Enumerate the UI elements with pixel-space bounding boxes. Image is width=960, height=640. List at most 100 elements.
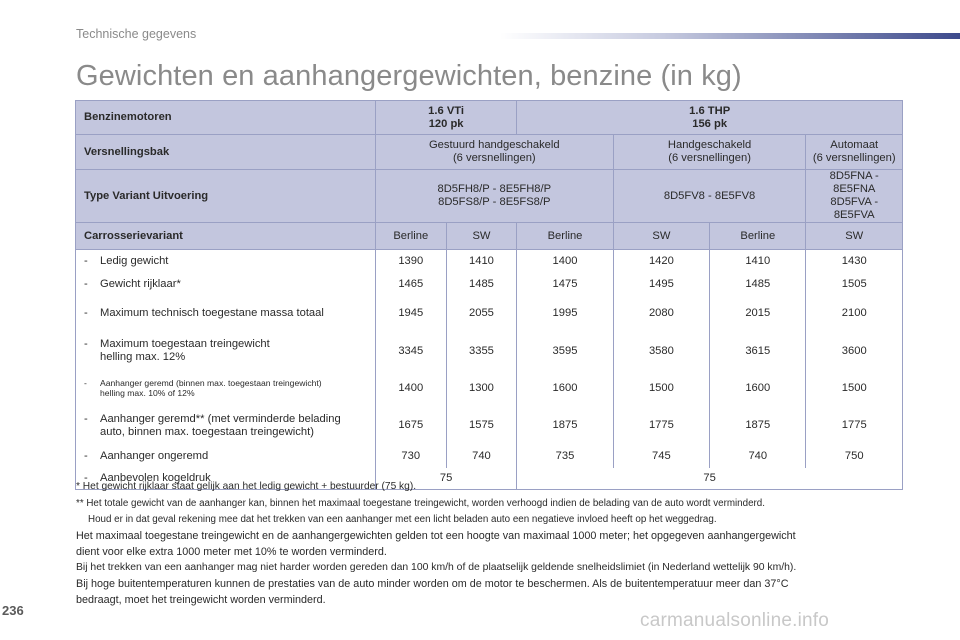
cell-value: 75 (516, 467, 903, 490)
cell-value: 1485 (445, 273, 518, 295)
cell-value: 1410 (709, 249, 807, 274)
row-label-line-2: auto, binnen max. toegestaan treingewich… (100, 425, 314, 438)
body-label: Carrosserievariant (75, 222, 376, 250)
footnote-2: ** Het totale gewicht van de aanhanger k… (76, 498, 765, 509)
type-row: Type Variant Uitvoering 8D5FH8/P - 8E5FH… (75, 169, 903, 223)
cell-value: 1775 (612, 406, 711, 445)
cell-value: 1420 (612, 249, 711, 274)
row-label: Maximum technisch toegestane massa totaa… (100, 307, 324, 319)
type-3: 8D5FNA - 8E5FNA 8D5FVA - 8E5FVA (805, 169, 903, 223)
table-row: - Ledig gewicht 1390 1410 1400 1420 1410 … (75, 249, 903, 274)
body-variant: Berline (709, 222, 807, 250)
cell-value: 730 (374, 444, 447, 468)
body-row: Carrosserievariant Berline SW Berline SW… (75, 222, 903, 250)
section-header: Technische gegevens (76, 27, 197, 41)
footnote-1: * Het gewicht rijklaar staat gelijk aan … (76, 481, 417, 492)
cell-value: 1600 (709, 369, 807, 407)
engines-row: Benzinemotoren 1.6 VTi 120 pk 1.6 THP 15… (75, 100, 903, 135)
table-row: - Aanhanger geremd (binnen max. toegestaa… (75, 369, 903, 407)
row-dash: - (84, 412, 88, 425)
row-dash: - (84, 449, 88, 462)
type-label: Type Variant Uitvoering (75, 169, 376, 223)
cell-value: 735 (516, 444, 614, 468)
row-dash: - (84, 255, 88, 268)
row-dash: - (84, 307, 88, 319)
cell-value: 1390 (374, 249, 447, 274)
row-label: Aanhanger ongeremd (100, 449, 209, 462)
cell-value: 745 (612, 444, 711, 468)
cell-value: 1430 (805, 249, 903, 274)
table-row: - Gewicht rijklaar* 1465 1485 1475 1495 1… (75, 273, 903, 295)
gearbox-row: Versnellingsbak Gestuurd handgeschakeld … (75, 134, 903, 170)
cell-value: 740 (709, 444, 807, 468)
cell-value: 3600 (805, 332, 903, 370)
cell-value: 1400 (516, 249, 614, 274)
table-row: - Aanhanger ongeremd 730 740 735 745 740 … (75, 444, 903, 468)
table-row: - Aanhanger geremd** (met verminderde bel… (75, 406, 903, 445)
body-variant: SW (612, 222, 711, 250)
gearbox-label: Versnellingsbak (75, 134, 376, 170)
cell-value: 1485 (709, 273, 807, 295)
row-dash: - (84, 471, 88, 484)
cell-value: 1945 (374, 294, 447, 333)
cell-value: 1465 (374, 273, 447, 295)
cell-value: 1505 (805, 273, 903, 295)
cell-value: 1675 (374, 406, 447, 445)
page-title: Gewichten en aanhangergewichten, benzine… (76, 60, 742, 92)
row-label-line-2: helling max. 10% of 12% (100, 388, 195, 398)
cell-value: 1875 (709, 406, 807, 445)
gearbox-2-cell: Handgeschakeld (6 versnellingen) (612, 134, 807, 170)
cell-value: 1995 (516, 294, 614, 333)
cell-value: 1475 (516, 273, 614, 295)
row-label: Ledig gewicht (100, 255, 169, 268)
row-dash: - (84, 277, 88, 290)
cell-value: 1400 (374, 369, 447, 407)
cell-value: 2055 (445, 294, 518, 333)
engine-1-header: 1.6 VTi 120 pk (374, 100, 518, 135)
row-dash: - (84, 338, 88, 350)
body-variant: Berline (516, 222, 614, 250)
cell-value: 3615 (709, 332, 807, 370)
cell-value: 1600 (516, 369, 614, 407)
cell-value: 2100 (805, 294, 903, 333)
gearbox-1: Gestuurd handgeschakeld (6 versnellingen… (374, 134, 614, 170)
cell-value: 3580 (612, 332, 711, 370)
row-dash: - (84, 378, 87, 388)
cell-value: 1575 (445, 406, 518, 445)
gearbox-3: Automaat (6 versnellingen) (805, 134, 903, 170)
paragraph-line: Bij hoge buitentemperaturen kunnen de pr… (76, 578, 789, 590)
cell-value: 1495 (612, 273, 711, 295)
page-number: 236 (2, 603, 24, 618)
engine-2-header: 1.6 THP 156 pk (516, 100, 903, 135)
paragraph-line: bedraagt, moet het treingewicht worden v… (76, 594, 326, 606)
row-label: Aanhanger geremd (binnen max. toegestaan… (100, 378, 322, 388)
row-label: Aanbevolen kogeldruk (100, 471, 211, 484)
paragraph-line: Het maximaal toegestane treingewicht en … (76, 530, 796, 542)
row-label: Gewicht rijklaar* (100, 277, 181, 290)
watermark: carmanualsonline.info (640, 610, 830, 631)
cell-value: 75 (374, 467, 518, 490)
body-variant: SW (445, 222, 518, 250)
table-row: - Aanbevolen kogeldruk 75 75 (75, 467, 903, 490)
weights-table: Benzinemotoren 1.6 VTi 120 pk 1.6 THP 15… (75, 100, 903, 490)
footnote-2-cont: Houd er in dat geval rekening mee dat he… (88, 514, 717, 525)
cell-value: 1875 (516, 406, 614, 445)
row-label-line-2: helling max. 12% (100, 351, 186, 363)
cell-value: 1410 (445, 249, 518, 274)
cell-value: 3595 (516, 332, 614, 370)
cell-value: 3345 (374, 332, 447, 370)
table-row: - Maximum toegestaan treingewicht helling … (75, 332, 903, 370)
body-variant: Berline (374, 222, 447, 250)
cell-value: 1500 (612, 369, 711, 407)
cell-value: 750 (805, 444, 903, 468)
paragraph-line: Bij het trekken van een aanhanger mag ni… (76, 562, 797, 573)
cell-value: 1300 (445, 369, 518, 407)
engines-label: Benzinemotoren (75, 100, 376, 135)
row-label: Maximum toegestaan treingewicht (100, 338, 270, 350)
cell-value: 740 (445, 444, 518, 468)
cell-value: 3355 (445, 332, 518, 370)
cell-value: 2015 (709, 294, 807, 333)
cell-value: 1775 (805, 406, 903, 445)
paragraph-line: dient voor elke extra 1000 meter met 10%… (76, 546, 387, 558)
row-label: Aanhanger geremd** (met verminderde bela… (100, 412, 341, 425)
